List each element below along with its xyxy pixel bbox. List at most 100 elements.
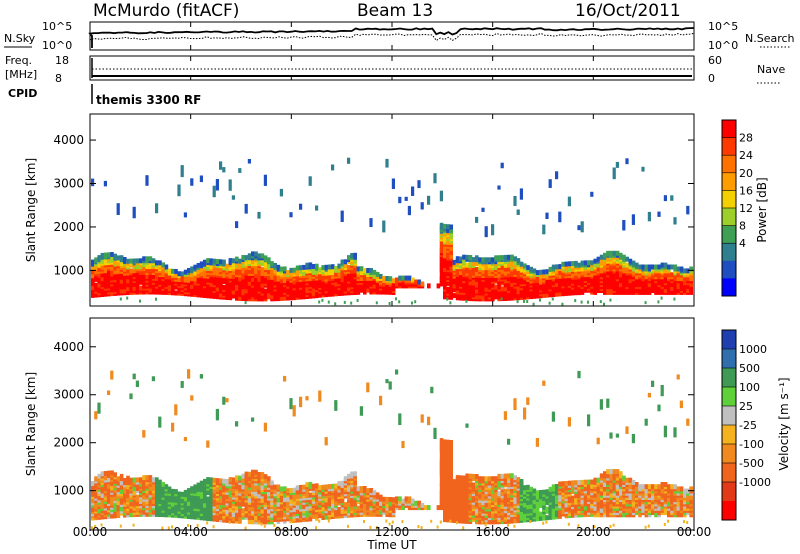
noise-right-tick-bottom: 10^0 <box>708 39 738 52</box>
data-cell <box>196 288 201 294</box>
data-cell <box>494 284 498 290</box>
data-cell <box>356 299 359 302</box>
data-cell <box>331 268 335 274</box>
data-cell <box>324 282 329 288</box>
data-cell <box>411 498 415 504</box>
data-cell <box>449 519 452 523</box>
data-cell <box>449 506 453 512</box>
data-cell <box>212 266 217 272</box>
data-cell <box>475 280 479 286</box>
data-cell <box>375 271 380 277</box>
data-cell <box>222 259 226 265</box>
data-cell <box>599 254 604 260</box>
data-cell <box>395 277 399 283</box>
data-cell <box>350 280 354 286</box>
data-cell <box>279 503 284 509</box>
data-cell <box>660 278 665 284</box>
data-cell <box>116 282 121 288</box>
data-cell <box>379 395 383 406</box>
data-cell <box>475 267 479 272</box>
colorbar-swatch <box>722 120 736 139</box>
data-cell <box>324 264 329 270</box>
data-cell <box>324 437 328 446</box>
data-cell <box>273 280 277 286</box>
data-cell <box>523 299 525 303</box>
data-cell <box>142 266 146 272</box>
data-cell <box>180 381 184 388</box>
data-cell <box>334 492 338 498</box>
data-cell <box>321 298 324 302</box>
data-cell <box>545 278 549 284</box>
data-cell <box>369 218 373 228</box>
data-cell <box>561 287 565 293</box>
data-cell <box>654 264 658 270</box>
data-cell <box>603 260 607 266</box>
data-cell <box>286 496 290 502</box>
data-cell <box>110 470 114 476</box>
data-cell <box>471 286 476 292</box>
data-cell <box>513 268 517 274</box>
data-cell <box>158 499 162 504</box>
data-cell <box>324 484 329 490</box>
data-cell <box>279 266 284 272</box>
data-cell <box>167 486 172 492</box>
data-cell <box>171 525 173 529</box>
data-cell <box>311 264 316 269</box>
data-cell <box>129 477 133 483</box>
data-cell <box>340 277 345 283</box>
data-cell <box>372 269 377 275</box>
data-cell <box>670 272 674 278</box>
data-cell <box>267 280 271 286</box>
data-cell <box>337 507 341 512</box>
nave-label: Nave <box>757 63 785 76</box>
data-cell <box>139 270 143 275</box>
data-cell <box>542 224 546 235</box>
data-cell <box>110 370 114 380</box>
data-cell <box>302 286 306 292</box>
data-cell <box>203 287 207 293</box>
data-cell <box>603 252 607 258</box>
data-cell <box>331 283 335 289</box>
data-cell <box>190 494 194 500</box>
data-cell <box>244 203 248 214</box>
data-cell <box>263 422 267 432</box>
data-cell <box>359 494 364 500</box>
data-cell <box>151 289 156 295</box>
data-cell <box>427 283 431 289</box>
data-cell <box>238 501 242 507</box>
data-cell <box>219 513 223 518</box>
data-cell <box>215 478 220 484</box>
data-cell <box>327 484 332 490</box>
data-cell <box>356 289 361 295</box>
data-cell <box>174 290 178 296</box>
data-cell <box>443 491 447 497</box>
data-cell <box>203 259 207 265</box>
data-cell <box>590 191 594 197</box>
data-cell <box>155 509 159 515</box>
data-cell <box>164 264 169 270</box>
data-cell <box>302 484 306 490</box>
data-cell <box>327 268 332 274</box>
data-cell <box>295 504 300 510</box>
data-cell <box>427 416 431 426</box>
data-cell <box>231 258 236 264</box>
data-cell <box>567 196 571 207</box>
data-cell <box>497 276 501 282</box>
data-cell <box>142 256 146 262</box>
data-cell <box>395 496 399 502</box>
data-cell <box>244 526 247 530</box>
data-cell <box>561 261 565 267</box>
data-cell <box>452 283 457 289</box>
data-cell <box>190 486 194 492</box>
data-cell <box>385 496 389 502</box>
data-cell <box>135 272 140 278</box>
data-cell <box>516 209 520 215</box>
data-cell <box>247 519 252 525</box>
data-cell <box>225 515 229 521</box>
data-cell <box>91 259 95 265</box>
data-cell <box>340 480 345 486</box>
data-cell <box>100 471 105 477</box>
data-cell <box>667 272 671 278</box>
data-cell <box>228 492 233 498</box>
data-cell <box>484 502 489 508</box>
